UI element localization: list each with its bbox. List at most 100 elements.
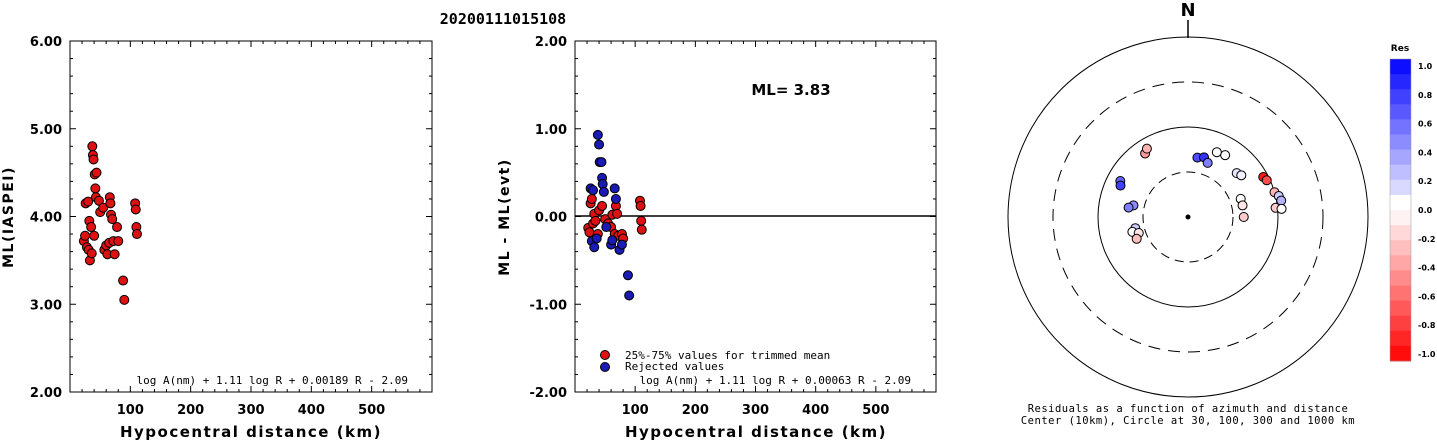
colorbar-cell: [1390, 255, 1411, 271]
station-point: [1131, 233, 1142, 244]
data-point: [636, 224, 647, 235]
data-point: [131, 229, 142, 240]
colorbar-label: 0.2: [1418, 177, 1432, 186]
data-point: [584, 227, 595, 238]
colorbar-cell: [1390, 134, 1411, 151]
data-point: [591, 233, 602, 244]
left-plot-frame: [69, 40, 433, 393]
legend-marker-rejected: [600, 362, 610, 372]
colorbar-label: -1.0: [1418, 350, 1436, 359]
data-point: [589, 242, 600, 253]
middle-x-axis-label: Hypocentral distance (km): [625, 423, 887, 441]
data-point: [610, 193, 621, 204]
colorbar-label: 0.4: [1418, 148, 1433, 157]
legend-label-rejected: Rejected values: [625, 360, 724, 373]
left-chart: 2.00 3.00 4.00 5.00 6.00 100 200 300 400 500 log…: [1, 35, 433, 441]
polar-residual-plot: N Residuals as a function of azimuth and…: [1007, 0, 1369, 427]
colorbar-cell: [1390, 59, 1411, 75]
data-point: [91, 167, 102, 178]
data-point: [598, 186, 609, 197]
data-point: [635, 200, 646, 211]
colorbar-cell: [1390, 300, 1411, 317]
data-point: [86, 248, 97, 259]
colorbar-label: 0.6: [1418, 120, 1433, 129]
station-point: [1236, 170, 1247, 181]
colorbar-cell: [1390, 210, 1411, 226]
data-point: [98, 202, 109, 213]
y-tick-label: -2.00: [530, 386, 567, 401]
station-point: [1211, 147, 1222, 158]
colorbar-cell: [1390, 104, 1411, 120]
data-point: [624, 290, 635, 301]
y-tick-label: -1.00: [530, 298, 567, 313]
left-formula: log A(nm) + 1.11 log R + 0.00189 R - 2.0…: [136, 374, 408, 387]
colorbar-cell: [1390, 179, 1411, 196]
data-point: [586, 193, 597, 204]
data-point: [588, 185, 599, 196]
station-point: [1276, 203, 1287, 214]
data-point: [119, 294, 130, 305]
y-tick-label: 5.00: [30, 123, 62, 138]
polar-caption-line2: Center (10km), Circle at 30, 100, 300 an…: [1021, 415, 1355, 427]
colorbar-cell: [1390, 240, 1411, 256]
data-point: [596, 157, 607, 168]
colorbar-cell: [1390, 119, 1411, 135]
data-point: [594, 139, 605, 150]
station-point: [1261, 175, 1272, 186]
station-point: [1141, 143, 1152, 154]
data-point: [130, 204, 141, 215]
y-tick-label: 0.00: [535, 211, 567, 226]
colorbar-title: Res: [1391, 44, 1409, 54]
colorbar-cell: [1390, 89, 1411, 105]
data-point: [112, 222, 123, 233]
data-point: [590, 215, 601, 226]
middle-formula: log A(nm) + 1.11 log R + 0.00063 R - 2.0…: [639, 374, 911, 387]
colorbar-label: 0.8: [1418, 91, 1433, 100]
colorbar-cell: [1390, 330, 1411, 347]
legend-marker-trimmed: [600, 350, 610, 360]
data-point: [597, 200, 608, 211]
x-tick-label: 300: [742, 403, 769, 418]
data-point: [616, 239, 627, 250]
colorbar-label: 0.0: [1418, 206, 1433, 215]
data-point: [622, 270, 633, 281]
polar-caption-line1: Residuals as a function of azimuth and d…: [1028, 403, 1349, 415]
data-point: [636, 215, 647, 226]
colorbar-cell: [1390, 315, 1411, 332]
y-tick-label: 3.00: [30, 298, 62, 313]
epicenter-dot: [1185, 214, 1191, 220]
data-point: [109, 249, 120, 260]
colorbar-cell: [1390, 225, 1411, 241]
x-tick-label: 500: [358, 403, 385, 418]
y-tick-label: 6.00: [30, 35, 62, 50]
x-tick-label: 100: [117, 403, 144, 418]
data-point: [601, 222, 612, 233]
colorbar-label: 1.0: [1418, 62, 1433, 71]
figure-title: 20200111015108: [440, 10, 566, 28]
data-point: [80, 230, 91, 241]
data-point: [592, 129, 603, 140]
data-point: [113, 236, 124, 247]
data-point: [90, 183, 101, 194]
colorbar-cell: [1390, 74, 1411, 90]
x-tick-label: 100: [622, 403, 649, 418]
x-tick-label: 500: [862, 403, 889, 418]
y-tick-label: 4.00: [30, 211, 62, 226]
colorbar-label: -0.6: [1418, 292, 1436, 301]
circle-300km: [1052, 81, 1324, 353]
data-point: [83, 196, 94, 207]
data-point: [612, 208, 623, 219]
data-point: [86, 222, 97, 233]
colorbar-frame: [1389, 58, 1412, 362]
station-point: [1202, 157, 1213, 168]
left-y-axis-label: ML(IASPEI): [1, 166, 17, 268]
x-tick-label: 200: [177, 403, 204, 418]
colorbar-label: -0.2: [1418, 235, 1436, 244]
station-point: [1237, 200, 1248, 211]
colorbar-cell: [1390, 285, 1411, 302]
station-point: [1238, 212, 1249, 222]
colorbar-cell: [1390, 270, 1411, 286]
x-tick-label: 200: [682, 403, 709, 418]
x-tick-label: 400: [802, 403, 829, 418]
